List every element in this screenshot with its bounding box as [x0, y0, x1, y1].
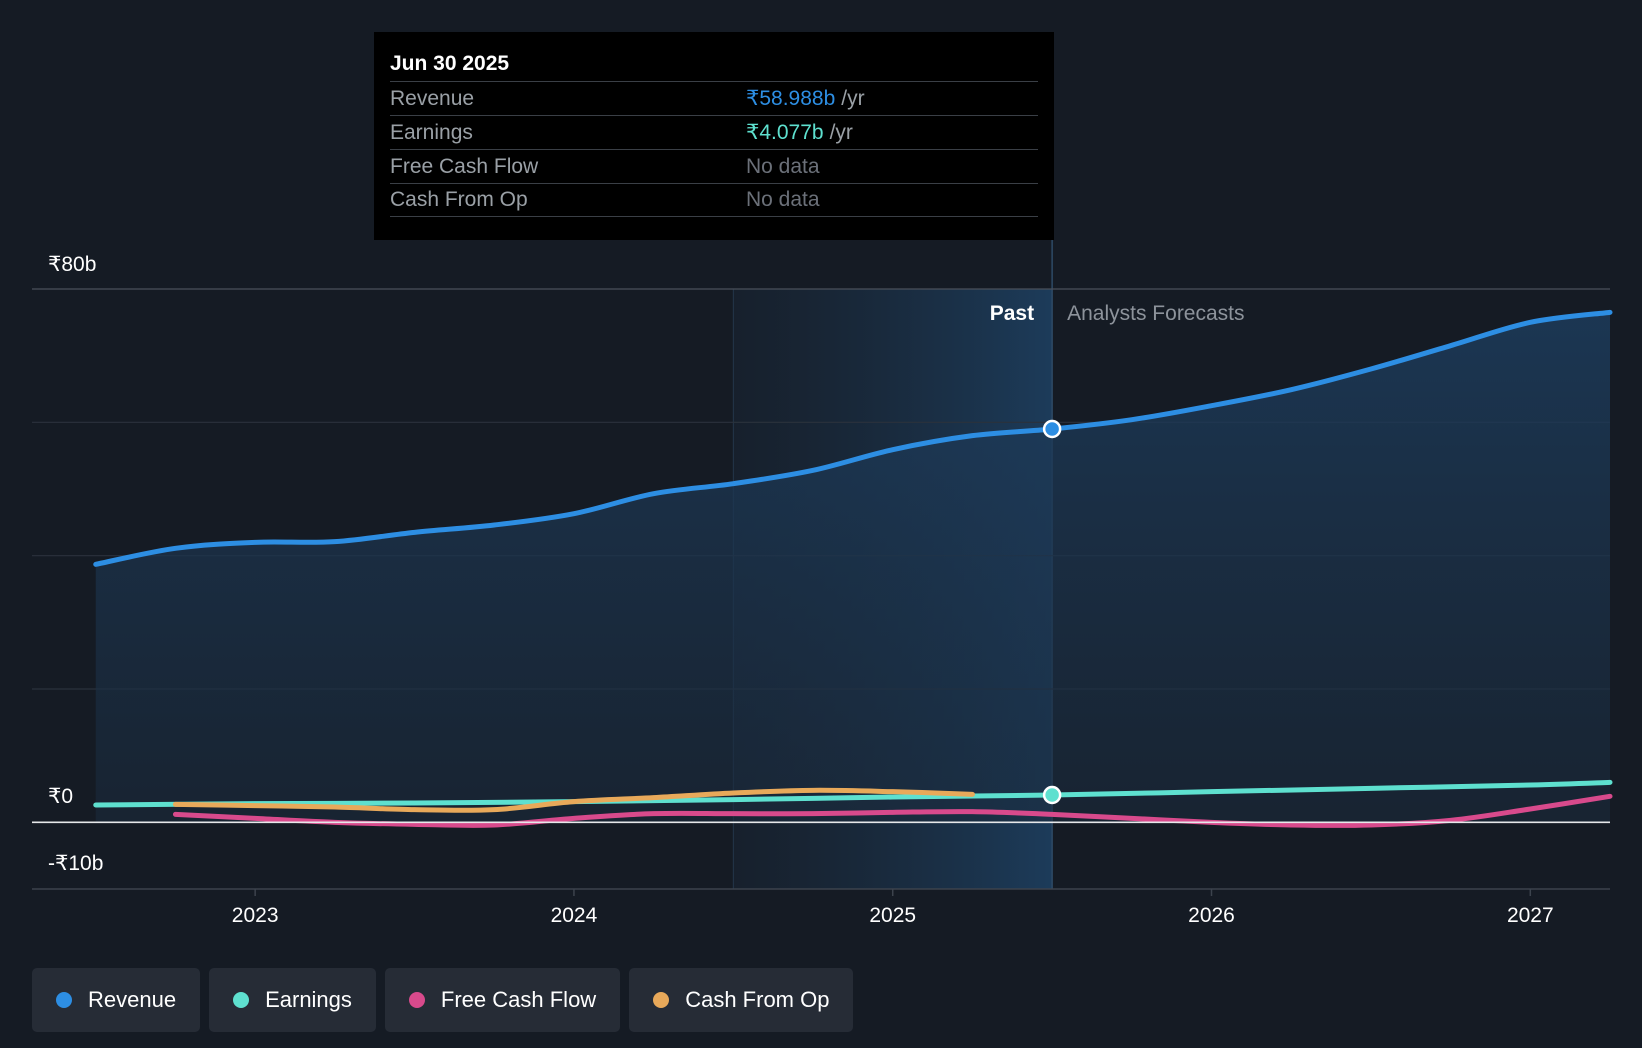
- legend-item-earnings[interactable]: Earnings: [209, 968, 376, 1032]
- legend-label: Revenue: [88, 987, 177, 1012]
- y-tick-label: ₹0: [48, 785, 73, 808]
- legend-label: Cash From Op: [685, 987, 830, 1012]
- tooltip-unit: /yr: [829, 120, 853, 144]
- tooltip-label: Earnings: [390, 120, 473, 144]
- legend-label: Earnings: [265, 987, 352, 1012]
- x-tick-label: 2027: [1507, 904, 1554, 927]
- forecast-label: Analysts Forecasts: [1067, 302, 1244, 325]
- tooltip-date: Jun 30 2025: [390, 52, 510, 75]
- past-label: Past: [990, 302, 1034, 325]
- y-tick-label: ₹80b: [48, 253, 96, 276]
- tooltip-value: No data: [746, 154, 820, 178]
- free-cash-flow-line: [172, 793, 1613, 828]
- legend-item-cash-from-op[interactable]: Cash From Op: [629, 968, 854, 1032]
- tooltip-row-earnings: Earnings ₹4.077b /yr: [390, 115, 1038, 149]
- legend-item-revenue[interactable]: Revenue: [32, 968, 201, 1032]
- revenue-line: [93, 309, 1613, 567]
- tooltip-value: ₹4.077b: [746, 121, 824, 144]
- cash-from-op-line: [172, 787, 975, 813]
- tooltip-row-free-cash-flow: Free Cash Flow No data: [390, 149, 1038, 183]
- tooltip-unit: /yr: [841, 86, 865, 110]
- cash-from-op-dot-icon: [653, 992, 670, 1008]
- legend-label: Free Cash Flow: [440, 987, 597, 1012]
- legend-item-free-cash-flow[interactable]: Free Cash Flow: [384, 968, 621, 1032]
- tooltip-value: ₹58.988b: [746, 87, 836, 110]
- earnings-dot-icon: [233, 992, 250, 1008]
- x-tick-label: 2026: [1188, 904, 1235, 927]
- revenue-dot-icon: [56, 992, 72, 1008]
- tooltip-row-cash-from-op: Cash From Op No data: [390, 183, 1038, 217]
- tooltip-label: Revenue: [390, 86, 475, 110]
- tooltip-label: Cash From Op: [390, 188, 528, 211]
- tooltip-label: Free Cash Flow: [390, 154, 539, 178]
- tooltip: Jun 30 2025 Revenue ₹58.988b /yr Earning…: [374, 32, 1054, 240]
- legend: Revenue Earnings Free Cash Flow Cash Fro…: [32, 968, 854, 1032]
- x-tick-label: 2024: [551, 904, 598, 927]
- revenue-highlight-point: [1042, 419, 1062, 439]
- revenue-area: [95, 312, 1611, 823]
- tooltip-value: No data: [746, 188, 820, 211]
- x-tick-label: 2023: [232, 904, 279, 927]
- free-cash-flow-dot-icon: [408, 992, 425, 1008]
- earnings-line: [93, 779, 1613, 808]
- x-tick-label: 2025: [869, 904, 916, 927]
- tooltip-row-revenue: Revenue ₹58.988b /yr: [390, 81, 1038, 115]
- earnings-highlight-point: [1042, 785, 1062, 805]
- y-tick-label: -₹10b: [48, 852, 103, 875]
